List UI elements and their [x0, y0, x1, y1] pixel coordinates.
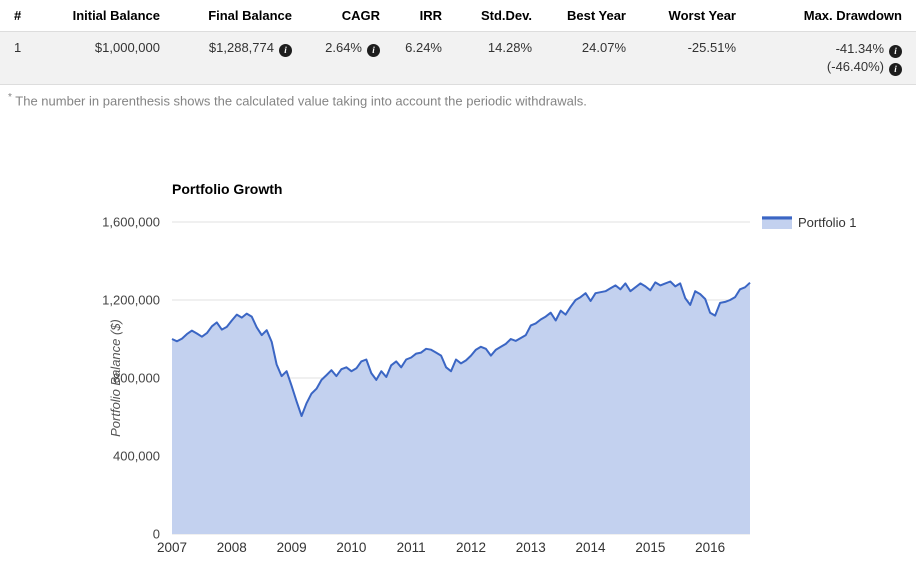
y-tick-label: 0 — [153, 527, 160, 542]
cell-best-year: 24.07% — [540, 31, 634, 85]
footnote-text: The number in parenthesis shows the calc… — [15, 93, 587, 109]
cell-num: 1 — [0, 31, 50, 85]
x-tick-label: 2016 — [695, 540, 725, 555]
cell-final-balance: $1,288,774 i — [168, 31, 300, 85]
cell-irr: 6.24% — [388, 31, 450, 85]
chart-title: Portfolio Growth — [172, 181, 282, 197]
header-worst-year: Worst Year — [634, 0, 744, 32]
final-balance-value: $1,288,774 — [208, 40, 274, 55]
info-icon[interactable]: i — [889, 63, 902, 76]
header-best-year: Best Year — [540, 0, 634, 32]
footnote: * The number in parenthesis shows the ca… — [0, 85, 916, 108]
max-drawdown-value: -41.34% — [835, 41, 884, 56]
line-series-portfolio-1 — [171, 280, 751, 418]
area-series-portfolio-1 — [172, 281, 750, 535]
results-table: # Initial Balance Final Balance CAGR IRR… — [0, 0, 916, 85]
x-tick-label: 2009 — [277, 540, 307, 555]
header-irr: IRR — [388, 0, 450, 32]
y-axis-label: Portfolio Balance ($) — [108, 319, 123, 437]
y-tick-label: 400,000 — [113, 449, 160, 464]
max-drawdown-withdrawals-value: (-46.40%) — [826, 59, 884, 74]
cell-std-dev: 14.28% — [450, 31, 540, 85]
chart-section: 0 400,000 800,000 1,200,000 1,600,000 2007 200… — [0, 154, 916, 569]
cell-cagr: 2.64% i — [300, 31, 388, 85]
footnote-marker: * — [8, 92, 12, 103]
x-tick-label: 2008 — [217, 540, 247, 555]
info-icon[interactable]: i — [889, 45, 902, 58]
cell-initial-balance: $1,000,000 — [50, 31, 168, 85]
cell-max-drawdown: -41.34% i (-46.40%) i — [744, 31, 916, 85]
table-header-row: # Initial Balance Final Balance CAGR IRR… — [0, 0, 916, 32]
y-tick-label: 1,600,000 — [102, 215, 160, 230]
x-tick-label: 2015 — [635, 540, 665, 555]
header-num: # — [0, 0, 50, 32]
table-row: 1 $1,000,000 $1,288,774 i 2.64% i 6.24% 14… — [0, 31, 916, 85]
y-tick-label: 800,000 — [113, 371, 160, 386]
header-max-drawdown: Max. Drawdown — [744, 0, 916, 32]
x-tick-label: 2011 — [397, 540, 426, 555]
info-icon[interactable]: i — [367, 44, 380, 57]
legend-label[interactable]: Portfolio 1 — [798, 215, 857, 230]
cell-worst-year: -25.51% — [634, 31, 744, 85]
x-tick-label: 2013 — [516, 540, 546, 555]
header-final-balance: Final Balance — [168, 0, 300, 32]
info-icon[interactable]: i — [279, 44, 292, 57]
x-tick-label: 2014 — [576, 540, 607, 555]
y-tick-label: 1,200,000 — [102, 293, 160, 308]
header-cagr: CAGR — [300, 0, 388, 32]
x-tick-label: 2012 — [456, 540, 486, 555]
portfolio-growth-chart: 0 400,000 800,000 1,200,000 1,600,000 2007 200… — [102, 181, 857, 555]
header-std-dev: Std.Dev. — [450, 0, 540, 32]
x-tick-label: 2010 — [336, 540, 366, 555]
header-initial-balance: Initial Balance — [50, 0, 168, 32]
x-tick-label: 2007 — [157, 540, 187, 555]
cagr-value: 2.64% — [325, 40, 362, 55]
